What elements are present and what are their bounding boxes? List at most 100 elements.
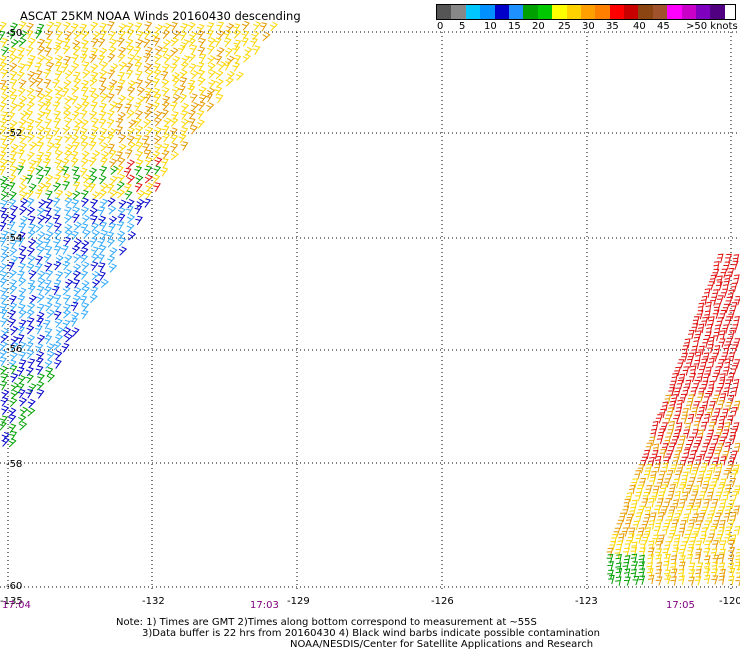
wind-barb	[152, 78, 159, 87]
wind-barb	[117, 190, 124, 198]
wind-barb	[27, 198, 34, 207]
wind-barb	[18, 88, 25, 97]
wind-barb	[709, 422, 715, 431]
wind-barb	[117, 221, 124, 230]
wind-barb	[646, 464, 652, 473]
wind-barb	[81, 207, 88, 216]
wind-barb	[19, 310, 26, 319]
wind-barb	[661, 507, 667, 515]
lon-tick-label: -120	[719, 596, 740, 607]
wind-barb	[161, 71, 168, 80]
wind-barb	[28, 408, 35, 416]
wind-barb	[54, 295, 61, 304]
wind-barb	[181, 142, 188, 151]
wind-barb	[64, 80, 71, 89]
wind-barb	[171, 152, 178, 160]
wind-barb	[71, 96, 78, 105]
wind-barb	[671, 465, 677, 474]
wind-barb	[118, 95, 125, 104]
wind-barb	[27, 325, 34, 334]
wind-barb	[170, 22, 177, 31]
wind-barb	[725, 317, 731, 326]
wind-barb	[669, 422, 675, 431]
wind-barb	[45, 360, 52, 369]
wind-barb	[635, 471, 641, 480]
wind-barb	[110, 190, 117, 198]
wind-barb	[101, 183, 108, 191]
time-label: 17:05	[666, 600, 695, 611]
wind-barb	[10, 286, 17, 295]
wind-barb	[90, 208, 97, 216]
wind-barb	[47, 310, 54, 318]
wind-barb	[145, 157, 152, 166]
wind-barb	[731, 471, 737, 480]
wind-barb	[145, 190, 152, 199]
wind-barb	[37, 286, 44, 295]
wind-barb	[136, 80, 143, 89]
wind-barb	[128, 55, 135, 64]
wind-barb	[73, 280, 80, 289]
wind-barb	[127, 223, 134, 232]
wind-barb	[101, 230, 108, 239]
wind-barb	[726, 402, 732, 411]
wind-barb	[723, 367, 729, 376]
wind-barb	[137, 190, 144, 199]
wind-barb	[675, 471, 681, 480]
wind-barb	[10, 63, 17, 72]
wind-barb	[55, 71, 62, 80]
wind-barb	[710, 464, 716, 473]
wind-barb	[171, 48, 178, 56]
wind-barb	[53, 198, 60, 207]
wind-barb	[8, 319, 15, 328]
wind-barb	[47, 22, 54, 31]
wind-barb	[152, 175, 159, 184]
wind-barb	[72, 167, 79, 176]
wind-barb	[639, 576, 645, 585]
wind-barb	[154, 136, 161, 144]
wind-barb	[170, 135, 177, 144]
wind-barb	[663, 549, 669, 558]
wind-barb	[152, 32, 159, 41]
wind-barb	[55, 94, 62, 103]
wind-barb	[693, 464, 699, 473]
wind-barb	[694, 360, 700, 369]
wind-barb	[704, 414, 710, 423]
wind-barb	[54, 246, 61, 255]
wind-barb	[27, 248, 34, 257]
wind-barb	[684, 339, 690, 348]
wind-barb	[722, 325, 728, 334]
wind-barb	[17, 72, 24, 81]
wind-barb	[19, 206, 26, 215]
wind-barb	[92, 94, 99, 103]
wind-barb	[725, 380, 731, 389]
wind-barb	[91, 223, 98, 232]
wind-barb	[73, 191, 80, 199]
wind-barb	[674, 535, 680, 544]
wind-barb	[10, 166, 17, 175]
wind-barb	[127, 160, 134, 169]
wind-barb	[171, 38, 178, 47]
wind-barb	[733, 380, 739, 389]
wind-barb	[215, 56, 222, 65]
wind-barb	[711, 549, 717, 558]
wind-barb	[27, 134, 34, 143]
wind-barb	[91, 287, 98, 296]
wind-barb	[35, 119, 42, 128]
wind-barb	[116, 86, 123, 95]
wind-barb	[63, 295, 70, 304]
wind-barb	[236, 72, 243, 81]
wind-barb	[734, 527, 740, 536]
wind-barb	[162, 79, 169, 88]
wind-barb	[119, 24, 126, 32]
wind-barb	[693, 486, 699, 495]
wind-barb	[704, 394, 710, 403]
wind-barb	[109, 159, 116, 168]
wind-barb	[119, 200, 126, 209]
wind-barb	[125, 150, 132, 159]
wind-barb	[654, 527, 660, 536]
wind-barb	[170, 102, 177, 111]
wind-barb	[57, 166, 64, 175]
wind-barb	[30, 78, 37, 86]
wind-barb	[1, 246, 8, 255]
wind-barb	[164, 118, 171, 127]
